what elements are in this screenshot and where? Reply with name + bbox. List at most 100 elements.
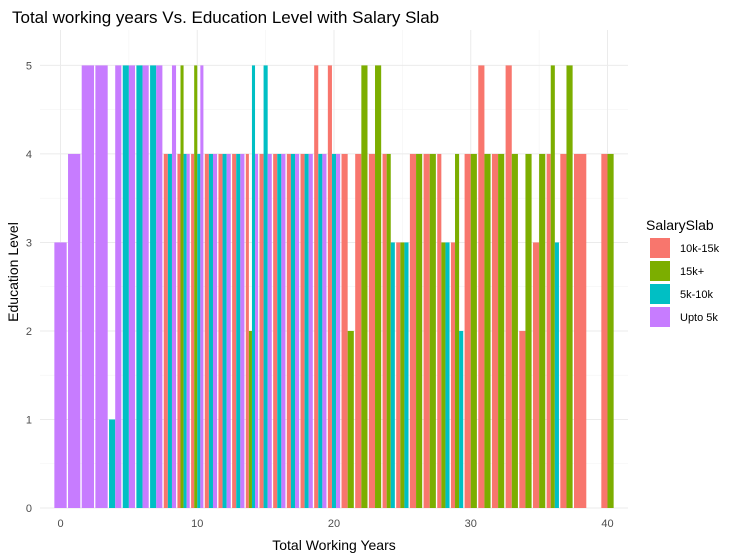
bar-upto-5k-x15 — [267, 153, 272, 508]
legend-label-10k-15k: 10k-15k — [680, 243, 720, 255]
bar-10k-15k-x25 — [396, 242, 401, 508]
bar-15k--x29 — [455, 153, 460, 508]
bar-15k--x28 — [441, 242, 446, 508]
bar-10k-15k-x8 — [163, 153, 168, 508]
bar-10k-15k-x37 — [560, 153, 567, 508]
bar-upto-5k-x12 — [226, 153, 231, 508]
x-tick-label: 30 — [465, 518, 477, 530]
y-tick-label: 5 — [26, 60, 32, 72]
bar-5k-10k-x17 — [290, 153, 296, 508]
x-tick-label: 20 — [328, 518, 340, 530]
bar-15k--x35 — [539, 153, 546, 508]
x-tick-label: 10 — [191, 518, 203, 530]
bar-upto-5k-x13 — [240, 153, 245, 508]
y-tick-label: 0 — [26, 503, 32, 515]
bar-15k--x37 — [566, 65, 573, 508]
bar-upto-5k-x14 — [255, 153, 259, 508]
bar-5k-10k-x36 — [554, 242, 559, 508]
legend-label-5k-10k: 5k-10k — [680, 289, 714, 301]
bar-10k-15k-x13 — [232, 153, 237, 508]
bar-5k-10k-x11 — [208, 153, 213, 508]
bar-upto-5k-x6 — [142, 65, 149, 508]
bar-upto-5k-x18 — [308, 153, 313, 508]
bar-upto-5k-x3 — [95, 65, 108, 508]
legend-items: 10k-15k 15k+ 5k-10k Upto 5k — [650, 238, 720, 327]
bar-10k-15k-x29 — [450, 242, 456, 508]
bar-5k-10k-x15 — [263, 65, 268, 508]
legend: SalarySlab 10k-15k 15k+ 5k-10k Upto 5k — [646, 217, 720, 327]
bar-10k-15k-x9 — [177, 153, 181, 508]
bar-5k-10k-x19 — [318, 153, 323, 508]
bar-upto-5k-x7 — [156, 65, 163, 508]
legend-label-15k-: 15k+ — [680, 266, 704, 278]
bar-5k-10k-x7 — [150, 65, 157, 508]
bar-15k--x27 — [429, 153, 436, 508]
legend-key-upto-5k — [650, 307, 670, 327]
bar-10k-15k-x10 — [191, 153, 195, 508]
bar-10k-15k-x17 — [286, 153, 291, 508]
y-tick-label: 2 — [26, 326, 32, 338]
bar-5k-10k-x16 — [277, 153, 282, 508]
bar-5k-10k-x14 — [251, 65, 256, 508]
bar-upto-5k-x10 — [200, 65, 204, 508]
bar-5k-10k-x28 — [445, 242, 450, 508]
bar-10k-15k-x40 — [601, 153, 608, 508]
bar-5k-10k-x8 — [167, 153, 172, 508]
x-axis-title: Total Working Years — [272, 537, 395, 553]
bar-15k--x21 — [347, 330, 354, 508]
bar-10k-15k-x30 — [464, 153, 471, 508]
bar-10k-15k-x33 — [505, 65, 512, 508]
bar-5k-10k-x10 — [197, 153, 201, 508]
bar-upto-5k-x9 — [186, 153, 190, 508]
bar-10k-15k-x19 — [314, 65, 319, 508]
bar-5k-10k-x29 — [459, 330, 464, 508]
legend-title: SalarySlab — [646, 217, 714, 233]
y-tick-label: 1 — [26, 414, 32, 426]
bar-upto-5k-x19 — [322, 153, 327, 508]
bar-5k-10k-x25 — [404, 242, 409, 508]
bar-15k--x24 — [386, 153, 391, 508]
bar-5k-10k-x12 — [222, 153, 227, 508]
bar-15k--x36 — [550, 65, 555, 508]
y-tick-labels: 0 1 2 3 4 5 — [26, 60, 32, 515]
x-tick-label: 40 — [601, 518, 613, 530]
bar-layer — [54, 65, 614, 508]
bar-5k-10k-x9 — [183, 153, 187, 508]
bar-10k-15k-x15 — [259, 153, 264, 508]
bar-10k-15k-x24 — [382, 153, 387, 508]
bar-15k--x10 — [194, 65, 198, 508]
bar-15k--x40 — [607, 153, 614, 508]
bar-15k--x26 — [416, 153, 423, 508]
y-axis-title: Education Level — [5, 222, 21, 322]
bar-10k-15k-x34 — [519, 330, 526, 508]
bar-5k-10k-x24 — [390, 242, 395, 508]
bar-10k-15k-x20 — [327, 65, 332, 508]
bar-15k--x34 — [525, 153, 532, 508]
x-tick-labels: 0 10 20 30 40 — [57, 518, 613, 530]
bar-upto-5k-x17 — [295, 153, 300, 508]
bar-upto-5k-x4 — [115, 65, 122, 508]
bar-10k-15k-x11 — [204, 153, 209, 508]
bar-15k--x9 — [180, 65, 184, 508]
legend-key-15k- — [650, 261, 670, 281]
bar-10k-15k-x35 — [532, 242, 540, 508]
y-tick-label: 3 — [26, 237, 32, 249]
bar-10k-15k-x31 — [478, 65, 485, 508]
bar-upto-5k-x16 — [281, 153, 286, 508]
bar-upto-5k-x5 — [128, 65, 136, 508]
bar-upto-5k-x11 — [212, 153, 218, 508]
bar-5k-10k-x5 — [122, 65, 129, 508]
bar-15k--x23 — [375, 65, 382, 508]
bar-15k--x32 — [498, 153, 505, 508]
bar-10k-15k-x26 — [409, 153, 417, 508]
bar-5k-10k-x18 — [304, 153, 309, 508]
bar-10k-15k-x23 — [368, 153, 376, 508]
legend-key-10k-15k — [650, 238, 670, 258]
bar-10k-15k-x28 — [437, 153, 442, 508]
bar-upto-5k-x0 — [54, 242, 67, 508]
legend-key-5k-10k — [650, 284, 670, 304]
legend-label-upto-5k: Upto 5k — [680, 312, 718, 324]
bar-15k--x25 — [400, 242, 405, 508]
bar-5k-10k-x20 — [331, 153, 337, 508]
